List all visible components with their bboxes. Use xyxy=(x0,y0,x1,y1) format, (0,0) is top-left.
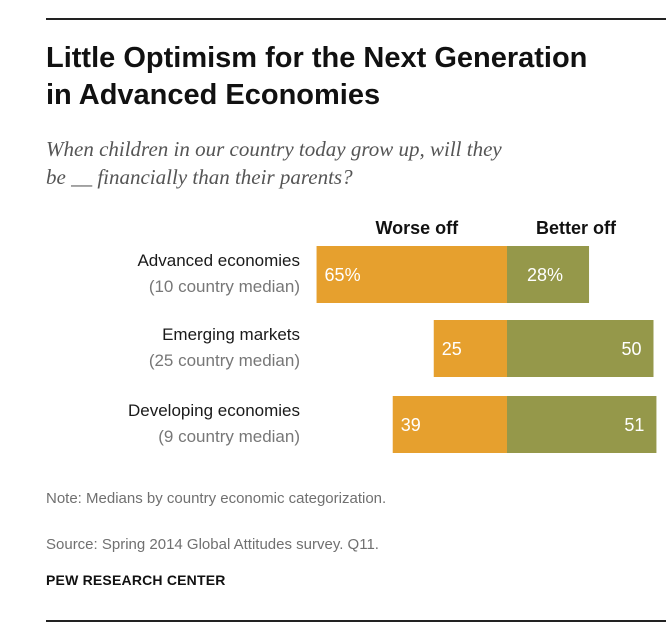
chart-title: Little Optimism for the Next Generation … xyxy=(46,40,666,114)
chart-subtitle: When children in our country today grow … xyxy=(46,135,666,191)
category-label: Advanced economies xyxy=(137,251,300,270)
bar-worse-off xyxy=(392,396,507,453)
value-label-better-off: 28% xyxy=(527,265,563,285)
chart-subtitle-line-1: When children in our country today grow … xyxy=(46,137,502,161)
value-label-better-off: 51 xyxy=(624,415,644,435)
chart-title-line-1: Little Optimism for the Next Generation xyxy=(46,42,588,74)
bar-better-off xyxy=(507,246,590,303)
chart-title-line-2: in Advanced Economies xyxy=(46,79,381,111)
bottom-rule xyxy=(46,620,666,622)
value-label-worse-off: 39 xyxy=(401,415,421,435)
bar-worse-off xyxy=(433,320,507,377)
bar-worse-off xyxy=(316,246,507,303)
bar-better-off xyxy=(507,396,657,453)
legend-worse-off: Worse off xyxy=(375,218,459,238)
chart-note: Note: Medians by country economic catego… xyxy=(46,490,387,507)
category-sublabel: (25 country median) xyxy=(149,351,300,370)
category-sublabel: (9 country median) xyxy=(158,427,300,446)
category-label: Emerging markets xyxy=(162,325,300,344)
bar-better-off xyxy=(507,320,654,377)
brand-label: PEW RESEARCH CENTER xyxy=(46,572,226,588)
legend-better-off: Better off xyxy=(536,218,617,238)
category-label: Developing economies xyxy=(128,401,300,420)
category-sublabel: (10 country median) xyxy=(149,277,300,296)
value-label-better-off: 50 xyxy=(621,339,641,359)
diverging-bar-chart: Worse off Better off Advanced economies (10… xyxy=(128,218,657,453)
value-label-worse-off: 65% xyxy=(325,265,361,285)
value-label-worse-off: 25 xyxy=(442,339,462,359)
chart-subtitle-line-2: be __ financially than their parents? xyxy=(46,165,353,189)
top-rule xyxy=(46,18,666,20)
chart-source: Source: Spring 2014 Global Attitudes sur… xyxy=(46,536,379,553)
